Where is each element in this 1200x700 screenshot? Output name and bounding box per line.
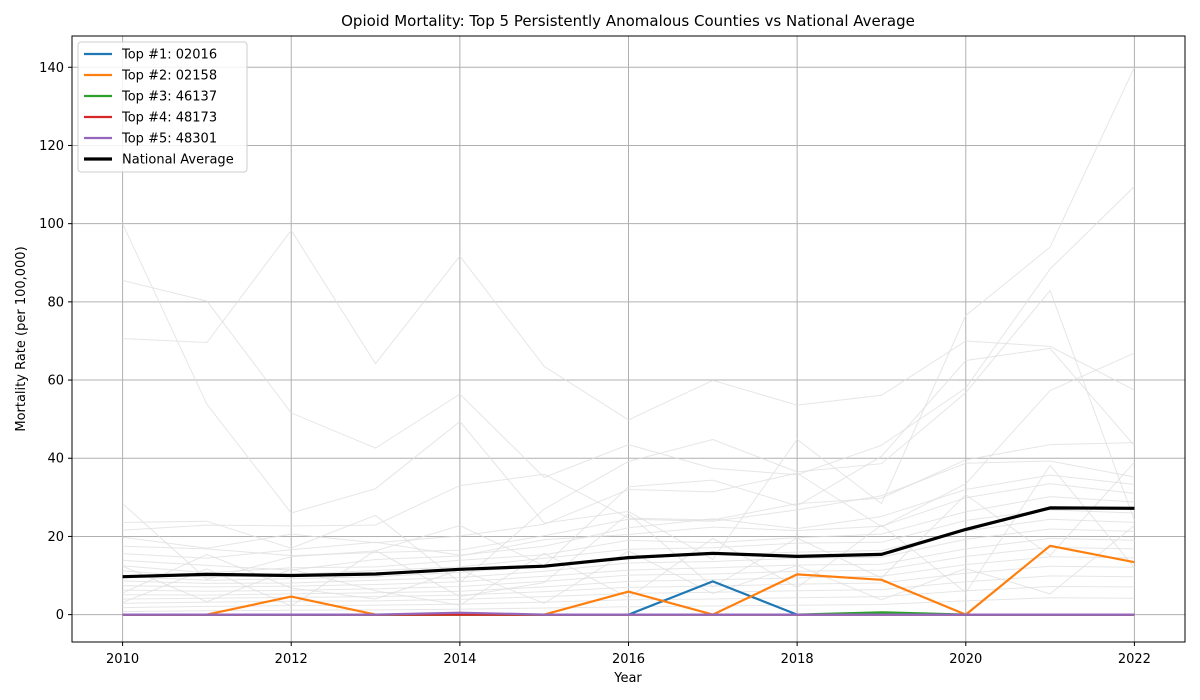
x-tick-label: 2010 [106, 652, 139, 667]
legend-label: Top #2: 02158 [121, 69, 217, 84]
series-line-top-5 [122, 611, 1135, 616]
chart-title: Opioid Mortality: Top 5 Persistently Ano… [341, 12, 915, 30]
background-county-line [122, 575, 1135, 604]
legend-label: Top #1: 02016 [121, 48, 217, 63]
y-tick-label: 0 [56, 608, 64, 623]
x-tick-label: 2018 [781, 652, 814, 667]
background-county-line [122, 229, 1135, 421]
background-county-line [122, 464, 1135, 606]
background-county-line [122, 474, 1135, 559]
background-county-line [122, 556, 1135, 596]
y-tick-label: 60 [47, 374, 64, 389]
y-axis-ticks: 0 20 40 60 80 100 120 140 [39, 61, 72, 623]
background-county-line [122, 460, 1135, 557]
series-lines [122, 506, 1135, 616]
y-tick-label: 20 [47, 530, 64, 545]
x-tick-label: 2016 [612, 652, 645, 667]
background-county-line [122, 67, 1135, 561]
background-county-line [122, 461, 1135, 607]
x-tick-label: 2012 [275, 652, 308, 667]
background-county-line [122, 537, 1135, 588]
y-tick-label: 40 [47, 452, 64, 467]
background-county-line [122, 528, 1135, 584]
x-axis-ticks: 2010 2012 2014 2016 2018 2020 2022 [106, 642, 1151, 667]
y-tick-label: 100 [39, 217, 64, 232]
background-county-line [122, 597, 1135, 612]
national-average-line [122, 506, 1135, 579]
x-tick-label: 2020 [949, 652, 982, 667]
background-county-line [122, 347, 1135, 580]
background-county-line [122, 442, 1135, 531]
y-tick-label: 140 [39, 61, 64, 76]
legend-box [77, 41, 248, 173]
background-county-line [122, 289, 1135, 584]
legend-label: Top #3: 46137 [121, 90, 217, 105]
legend-items: Top #1: 02016 Top #2: 02158 Top #3: 46137 T… [84, 48, 234, 168]
background-county-line [122, 496, 1135, 574]
y-tick-label: 120 [39, 139, 64, 154]
background-county-line [122, 546, 1135, 592]
background-county-line [122, 186, 1135, 478]
x-tick-label: 2022 [1118, 652, 1151, 667]
x-tick-label: 2014 [443, 652, 476, 667]
x-axis-label: Year [613, 671, 642, 686]
legend-label: Top #5: 48301 [121, 132, 217, 147]
y-axis-label: Mortality Rate (per 100,000) [14, 246, 29, 431]
y-tick-label: 80 [47, 295, 64, 310]
legend: Top #1: 02016 Top #2: 02158 Top #3: 46137 T… [77, 41, 248, 173]
background-county-line [122, 483, 1135, 571]
background-county-line [122, 352, 1135, 549]
legend-label: Top #4: 48173 [121, 111, 217, 126]
background-county-line [122, 525, 1135, 604]
legend-label: National Average [122, 153, 234, 168]
